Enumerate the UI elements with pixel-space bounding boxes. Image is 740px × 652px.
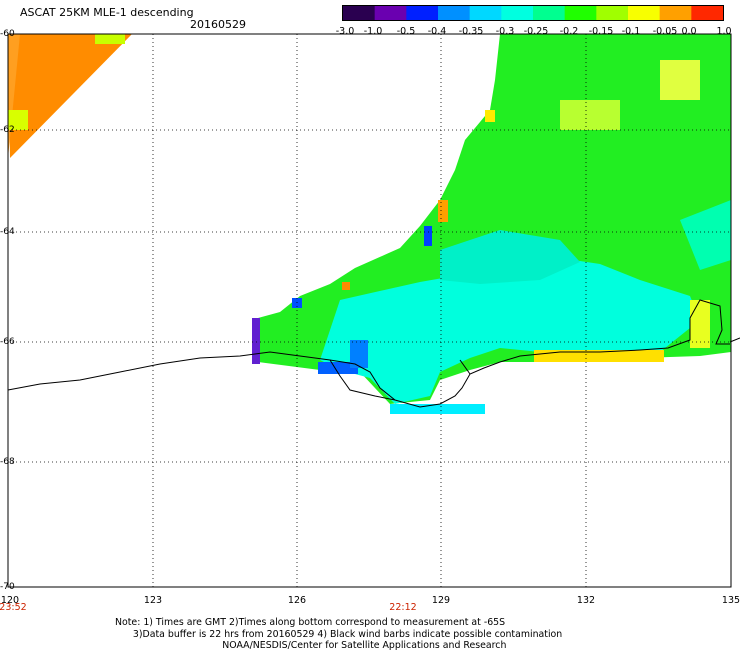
colorbar-swatch <box>501 6 534 20</box>
longitude-label: 132 <box>576 595 596 606</box>
yellow-patch <box>560 100 620 130</box>
time-label-start: 23:52 <box>0 602 27 613</box>
yellow-patch <box>690 300 710 348</box>
colorbar <box>342 5 724 21</box>
longitude-label: 126 <box>287 595 307 606</box>
cyan-patch <box>680 200 731 270</box>
orange-wedge <box>8 34 132 158</box>
colorbar-label: 0.0 <box>681 26 697 37</box>
colorbar-swatch <box>374 6 407 20</box>
map-frame <box>7 33 732 588</box>
colorbar-label: -0.1 <box>621 26 641 37</box>
colorbar-swatch <box>691 6 723 20</box>
grid-lines <box>8 34 731 587</box>
colorbar-label: -0.25 <box>523 26 549 37</box>
yellow-patch <box>485 110 495 122</box>
longitude-label: 120 <box>0 595 20 606</box>
colorbar-swatch <box>343 6 376 20</box>
longitude-label: 135 <box>721 595 740 606</box>
colorbar-swatch <box>564 6 597 20</box>
colorbar-swatch <box>596 6 629 20</box>
latitude-label: -62 <box>0 125 15 135</box>
antarctic-coastline <box>7 299 740 408</box>
colorbar-swatch <box>438 6 471 20</box>
longitude-label: 129 <box>431 595 451 606</box>
colorbar-label: -0.15 <box>588 26 614 37</box>
blue-patch <box>424 226 432 246</box>
colorbar-swatch <box>628 6 661 20</box>
blue-patch <box>350 340 368 368</box>
colorbar-label: -0.4 <box>427 26 447 37</box>
yellow-patch <box>95 34 125 44</box>
colorbar-swatch <box>533 6 566 20</box>
latitude-label: -68 <box>0 457 15 467</box>
colorbar-label: -0.05 <box>652 26 678 37</box>
longitude-label: 123 <box>143 595 163 606</box>
orange-patch <box>438 200 448 222</box>
wind-data-layer <box>8 34 731 414</box>
colorbar-swatch <box>659 6 692 20</box>
colorbar-label: -0.2 <box>559 26 579 37</box>
time-label-mid: 22:12 <box>389 602 417 613</box>
latitude-label: -64 <box>0 227 15 237</box>
colorbar-label: -0.3 <box>495 26 515 37</box>
colorbar-labels: -3.0 -1.0 -0.5 -0.4 -0.35 -0.3 -0.25 -0.2 -0.15-… <box>325 26 740 38</box>
colorbar-label: -0.5 <box>396 26 416 37</box>
coastline-bay <box>329 359 471 401</box>
latitude-label: -66 <box>0 337 15 347</box>
cyan-strip <box>390 404 485 414</box>
colorbar-label: 1.0 <box>716 26 732 37</box>
yellow-patch <box>660 60 700 100</box>
orange-patch <box>342 282 350 290</box>
colorbar-label: -1.0 <box>363 26 383 37</box>
colorbar-label: -3.0 <box>335 26 355 37</box>
colorbar-swatch <box>469 6 502 20</box>
yellow-patch <box>8 110 28 130</box>
footnote: Note: 1) Times are GMT 2)Times along bot… <box>115 617 563 651</box>
yellow-strip <box>534 350 664 362</box>
colorbar-label: -0.35 <box>458 26 484 37</box>
cyan-patch <box>440 230 580 284</box>
cyan-field <box>320 258 700 404</box>
map-date: 20160529 <box>190 18 246 31</box>
latitude-label: -70 <box>0 582 15 592</box>
map-title: ASCAT 25KM MLE-1 descending <box>20 6 194 19</box>
purple-strip <box>252 318 260 364</box>
colorbar-swatch <box>406 6 439 20</box>
latitude-label: -60 <box>0 29 15 39</box>
blue-strip <box>318 362 358 374</box>
